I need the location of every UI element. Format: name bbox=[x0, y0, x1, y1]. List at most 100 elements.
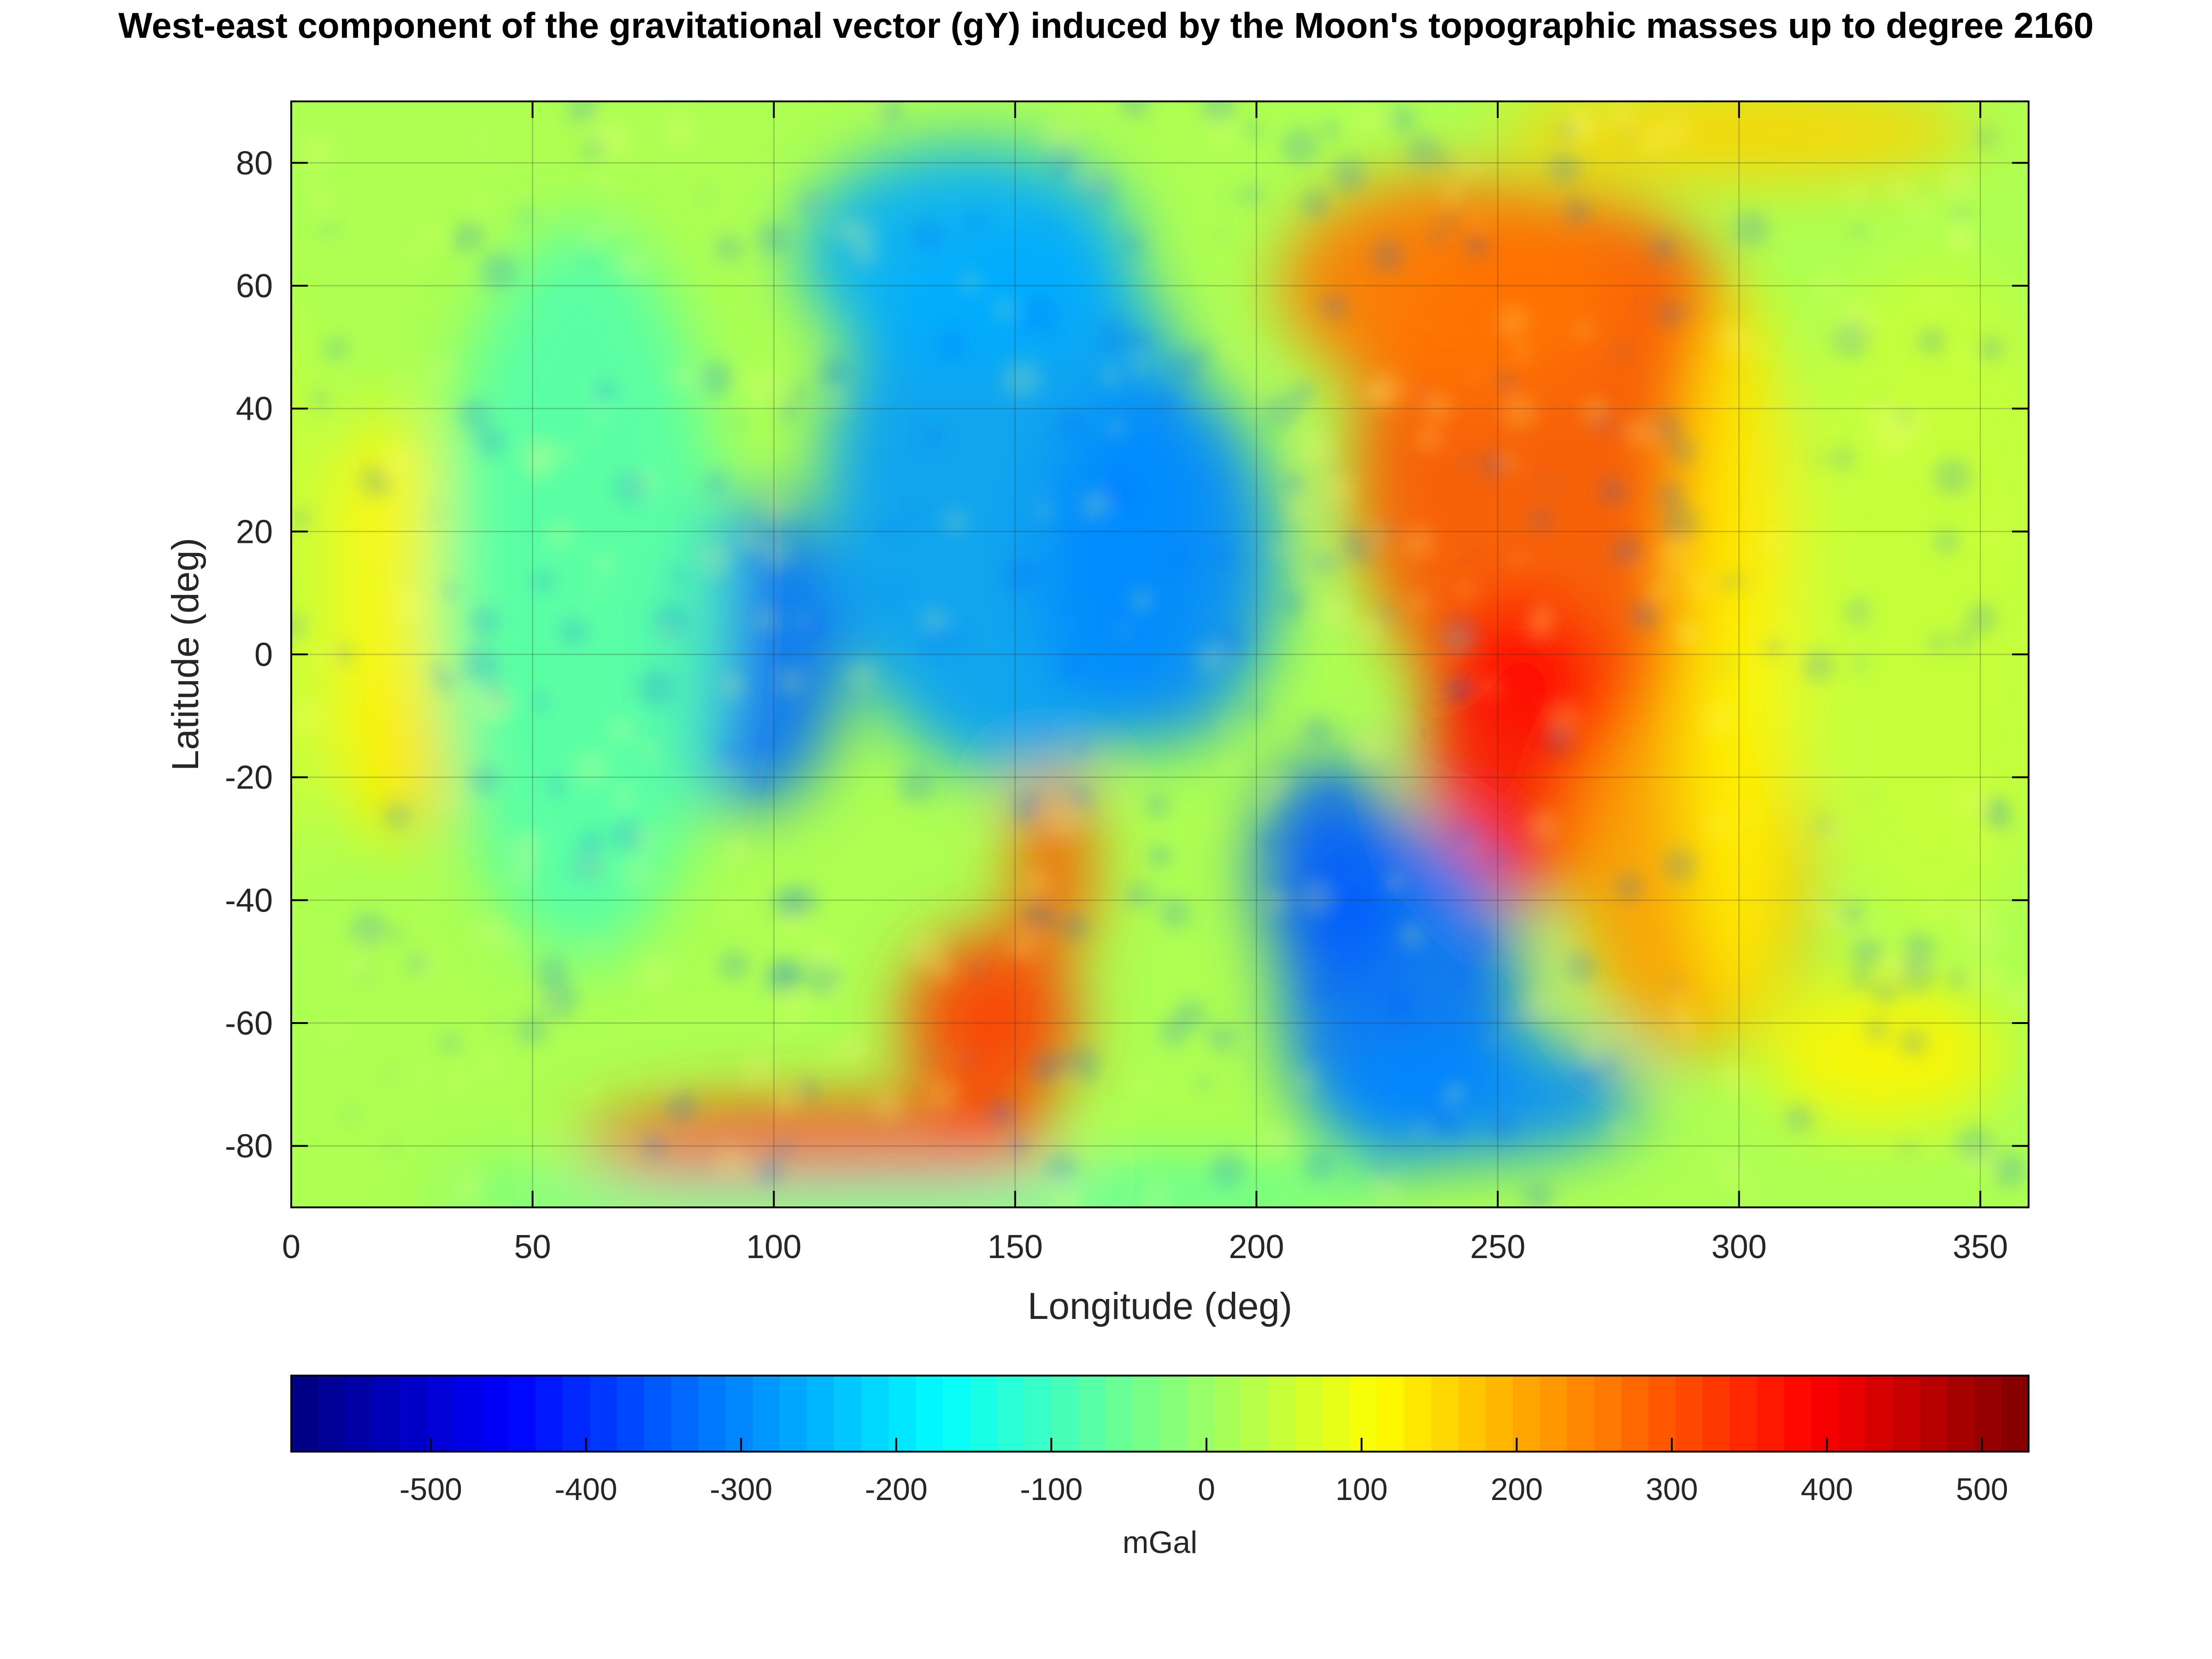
crater-mark bbox=[1212, 818, 1223, 829]
crater-mark bbox=[877, 101, 904, 124]
crater-mark bbox=[1046, 1152, 1078, 1184]
crater-mark bbox=[1611, 536, 1642, 567]
crater-mark bbox=[1122, 234, 1144, 256]
crater-mark bbox=[1731, 274, 1745, 288]
crater-mark bbox=[784, 915, 806, 936]
crater-mark bbox=[383, 801, 412, 830]
crater-mark bbox=[432, 359, 454, 382]
crater-mark bbox=[348, 960, 361, 973]
crater-mark bbox=[755, 1156, 784, 1186]
colorbar-segment bbox=[1295, 1376, 1324, 1452]
colorbar-segment bbox=[1947, 1376, 1975, 1452]
crater-mark bbox=[390, 927, 404, 941]
crater-mark bbox=[1264, 392, 1301, 429]
crater-mark bbox=[1993, 508, 2009, 525]
crater-mark bbox=[1321, 120, 1341, 140]
crater-mark bbox=[1672, 1010, 1700, 1037]
crater-mark bbox=[1049, 1186, 1085, 1207]
crater-mark bbox=[1196, 345, 1212, 361]
crater-mark bbox=[1661, 505, 1700, 543]
crater-mark bbox=[1612, 422, 1624, 435]
crater-mark bbox=[1169, 546, 1193, 570]
crater-mark bbox=[1207, 1023, 1237, 1053]
colorbar-segment bbox=[970, 1376, 998, 1452]
crater-mark bbox=[1081, 491, 1111, 520]
colorbar-tick-label: 400 bbox=[1801, 1472, 1853, 1507]
crater-mark bbox=[910, 218, 946, 253]
crater-mark bbox=[1021, 569, 1031, 579]
crater-mark bbox=[405, 243, 423, 261]
crater-mark bbox=[469, 606, 500, 637]
crater-mark bbox=[954, 630, 968, 644]
crater-mark bbox=[1719, 615, 1728, 624]
crater-mark bbox=[1099, 752, 1107, 760]
crater-mark bbox=[1216, 625, 1248, 657]
y-tick-label: 80 bbox=[236, 145, 273, 182]
crater-mark bbox=[1047, 537, 1055, 545]
crater-mark bbox=[1442, 210, 1458, 226]
crater-mark bbox=[1669, 438, 1697, 465]
crater-mark bbox=[420, 225, 441, 246]
colorbar-segment bbox=[1893, 1376, 1921, 1452]
crater-mark bbox=[1322, 472, 1356, 506]
crater-mark bbox=[1952, 789, 1982, 819]
crater-mark bbox=[1234, 350, 1246, 361]
crater-mark bbox=[1377, 607, 1394, 625]
crater-mark bbox=[1982, 526, 1999, 543]
colorbar-segment bbox=[725, 1376, 753, 1452]
crater-mark bbox=[1715, 1155, 1746, 1186]
crater-mark bbox=[300, 133, 336, 169]
crater-mark bbox=[1905, 465, 1914, 473]
crater-mark bbox=[1948, 968, 1969, 989]
crater-mark bbox=[1282, 128, 1319, 165]
crater-mark bbox=[830, 986, 843, 999]
crater-mark bbox=[1110, 341, 1125, 357]
y-tick-label: -60 bbox=[225, 1005, 273, 1042]
crater-mark bbox=[1020, 296, 1059, 335]
colorbar-segment bbox=[1730, 1376, 1758, 1452]
colorbar-segment bbox=[861, 1376, 889, 1452]
crater-mark bbox=[1126, 882, 1153, 909]
crater-mark bbox=[454, 220, 485, 251]
crater-mark bbox=[1024, 869, 1051, 896]
crater-mark bbox=[1473, 212, 1485, 225]
crater-mark bbox=[1145, 793, 1171, 818]
colorbar-segment bbox=[481, 1376, 509, 1452]
crater-texture bbox=[291, 101, 2029, 1207]
crater-mark bbox=[291, 508, 312, 528]
x-tick-label: 100 bbox=[746, 1229, 801, 1265]
crater-mark bbox=[2005, 199, 2016, 210]
crater-mark bbox=[1727, 1159, 1735, 1166]
crater-mark bbox=[1107, 419, 1125, 437]
crater-mark bbox=[461, 645, 500, 683]
crater-mark bbox=[1991, 1152, 2028, 1188]
x-tick-label: 300 bbox=[1712, 1229, 1767, 1265]
crater-mark bbox=[1849, 969, 1871, 990]
crater-mark bbox=[1949, 789, 1959, 800]
crater-mark bbox=[312, 391, 329, 408]
crater-mark bbox=[1532, 604, 1555, 626]
crater-mark bbox=[1530, 508, 1553, 531]
crater-mark bbox=[440, 791, 460, 812]
crater-mark bbox=[419, 641, 428, 650]
crater-mark bbox=[1501, 394, 1538, 431]
colorbar-tick-label: 0 bbox=[1198, 1472, 1215, 1507]
crater-mark bbox=[1765, 639, 1783, 658]
crater-mark bbox=[1667, 978, 1682, 993]
crater-mark bbox=[1973, 963, 2003, 994]
crater-mark bbox=[803, 616, 828, 641]
crater-mark bbox=[1003, 559, 1036, 592]
crater-mark bbox=[1460, 925, 1496, 961]
crater-mark bbox=[1803, 582, 1817, 595]
crater-mark bbox=[1209, 542, 1235, 568]
crater-mark bbox=[1032, 1051, 1065, 1084]
crater-mark bbox=[510, 758, 518, 765]
crater-mark bbox=[705, 471, 728, 494]
crater-mark bbox=[1913, 960, 1923, 970]
colorbar-segment bbox=[535, 1376, 564, 1452]
crater-mark bbox=[1441, 616, 1479, 655]
crater-mark bbox=[1056, 652, 1085, 681]
crater-mark bbox=[1155, 888, 1164, 895]
crater-mark bbox=[585, 253, 597, 265]
x-axis-ticks: 0 50 100 150 200 250 300 350 bbox=[282, 101, 2008, 1265]
